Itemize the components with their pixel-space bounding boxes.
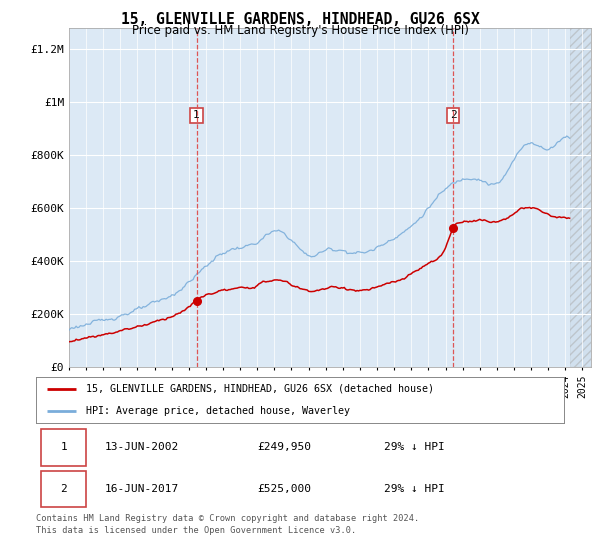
FancyBboxPatch shape (41, 429, 86, 466)
Text: 15, GLENVILLE GARDENS, HINDHEAD, GU26 6SX (detached house): 15, GLENVILLE GARDENS, HINDHEAD, GU26 6S… (86, 384, 434, 394)
Text: 29% ↓ HPI: 29% ↓ HPI (385, 442, 445, 452)
Text: HPI: Average price, detached house, Waverley: HPI: Average price, detached house, Wave… (86, 406, 350, 416)
Text: 13-JUN-2002: 13-JUN-2002 (104, 442, 179, 452)
Text: 15, GLENVILLE GARDENS, HINDHEAD, GU26 6SX: 15, GLENVILLE GARDENS, HINDHEAD, GU26 6S… (121, 12, 479, 27)
FancyBboxPatch shape (41, 470, 86, 507)
Text: 2: 2 (61, 484, 67, 494)
Text: 1: 1 (193, 110, 200, 120)
Text: 16-JUN-2017: 16-JUN-2017 (104, 484, 179, 494)
Text: £525,000: £525,000 (258, 484, 312, 494)
Text: 2: 2 (450, 110, 457, 120)
Text: Contains HM Land Registry data © Crown copyright and database right 2024.
This d: Contains HM Land Registry data © Crown c… (36, 514, 419, 535)
Bar (569, 28, 599, 367)
Bar (69, 28, 569, 367)
Text: Price paid vs. HM Land Registry's House Price Index (HPI): Price paid vs. HM Land Registry's House … (131, 24, 469, 36)
Text: 29% ↓ HPI: 29% ↓ HPI (385, 484, 445, 494)
Text: £249,950: £249,950 (258, 442, 312, 452)
Text: 1: 1 (61, 442, 67, 452)
